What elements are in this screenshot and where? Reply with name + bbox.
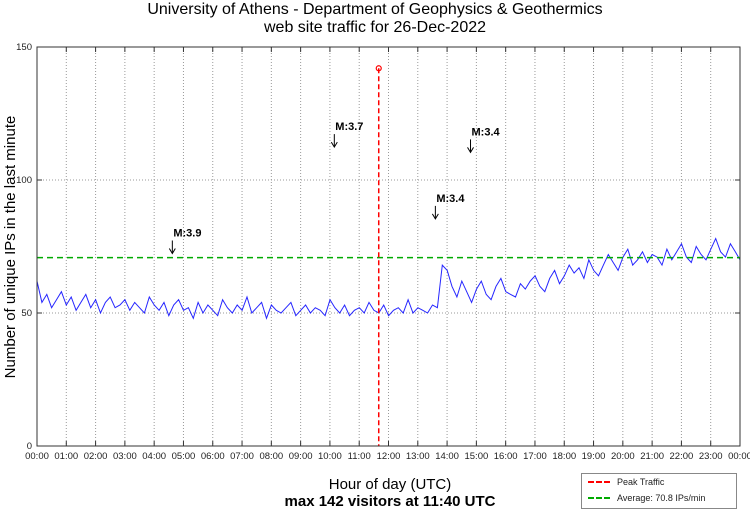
x-tick-label: 02:00	[84, 451, 108, 462]
max-visitors-caption: max 142 visitors at 11:40 UTC	[284, 493, 496, 510]
y-axis-label: Number of unique IPs in the last minute	[2, 116, 19, 379]
x-tick-label: 23:00	[699, 451, 723, 462]
annotation-arrowhead	[330, 141, 338, 149]
x-tick-label: 07:00	[230, 451, 254, 462]
x-tick-label: 14:00	[435, 451, 459, 462]
plot-frame	[36, 46, 741, 447]
x-tick-label: 09:00	[289, 451, 313, 462]
chart-subtitle: web site traffic for 26-Dec-2022	[263, 19, 487, 36]
earthquake-annotation: M:3.9	[173, 227, 201, 239]
legend-label-average: Average: 70.8 IPs/min	[617, 493, 706, 503]
legend-label-peak: Peak Traffic	[617, 477, 665, 487]
legend-swatch-average	[588, 497, 610, 499]
chart-title: University of Athens - Department of Geo…	[147, 1, 603, 18]
y-tick-label: 50	[21, 308, 32, 319]
legend-item-average: Average: 70.8 IPs/min	[582, 490, 736, 506]
x-tick-label: 10:00	[318, 451, 342, 462]
annotation-arrowhead	[431, 213, 439, 220]
y-tick-label: 100	[16, 175, 32, 186]
annotations: M:3.9 M:3.7 M:3.4 M:3.4	[168, 121, 501, 255]
x-tick-label: 04:00	[142, 451, 166, 462]
reference-lines	[37, 65, 740, 446]
legend: Peak Traffic Average: 70.8 IPs/min	[581, 473, 737, 509]
y-tick-label: 150	[16, 42, 32, 53]
x-tick-label: 15:00	[464, 451, 488, 462]
x-tick-label: 18:00	[552, 451, 576, 462]
x-tick-label: 20:00	[611, 451, 635, 462]
x-tick-label: 01:00	[54, 451, 78, 462]
x-tick-label: 16:00	[494, 451, 518, 462]
legend-item-peak: Peak Traffic	[582, 474, 736, 490]
x-tick-label: 08:00	[259, 451, 283, 462]
grid	[37, 46, 740, 446]
x-tick-label: 22:00	[670, 451, 694, 462]
x-tick-label: 03:00	[113, 451, 137, 462]
peak-marker	[375, 65, 382, 72]
x-axis-label: Hour of day (UTC)	[328, 476, 452, 493]
annotation-arrowhead	[168, 248, 176, 255]
axes: 00:00 01:00 02:00 03:00 04:00 05:00 06:00 07:00…	[16, 42, 750, 462]
legend-swatch-peak	[588, 481, 610, 483]
x-tick-label: 00:00	[728, 451, 750, 462]
earthquake-annotation: M:3.4	[436, 193, 465, 205]
x-tick-label: 05:00	[172, 451, 196, 462]
earthquake-annotation: M:3.7	[335, 121, 363, 133]
x-tick-label: 13:00	[406, 451, 430, 462]
x-tick-label: 19:00	[582, 451, 606, 462]
earthquake-annotation: M:3.4	[472, 126, 501, 138]
x-tick-label: 12:00	[377, 451, 401, 462]
annotation-arrowhead	[467, 147, 474, 154]
y-tick-label: 0	[27, 441, 32, 452]
x-tick-label: 17:00	[523, 451, 547, 462]
x-tick-label: 21:00	[640, 451, 664, 462]
x-tick-label: 11:00	[348, 451, 371, 462]
x-tick-label: 00:00	[25, 451, 49, 462]
x-tick-label: 06:00	[201, 451, 225, 462]
